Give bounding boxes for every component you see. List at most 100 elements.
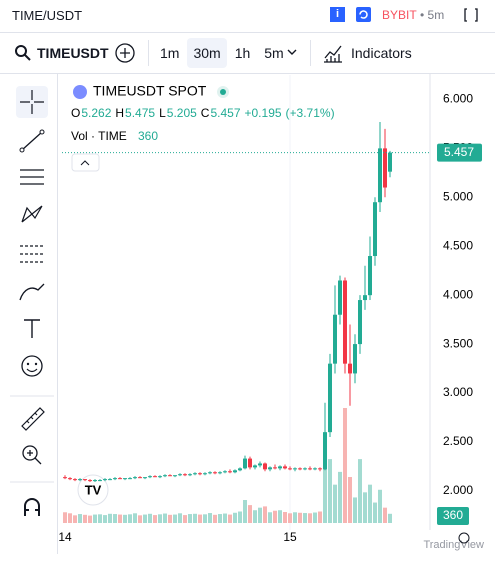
legend-key: C — [201, 106, 210, 120]
volume-bar — [133, 513, 137, 523]
candle-body — [138, 477, 142, 479]
candle-body — [253, 465, 257, 468]
volume-bar — [353, 497, 357, 523]
candle-body — [363, 295, 367, 301]
tv-logo-text: TV — [85, 482, 102, 497]
candle-body — [238, 468, 242, 471]
volume-bar — [113, 514, 117, 523]
tv-logo: TV — [77, 474, 109, 506]
candle-body — [158, 476, 162, 478]
volume-bar — [348, 477, 352, 523]
interval-button[interactable]: 5m — [264, 45, 284, 61]
y-tick-label: 4.000 — [443, 287, 473, 301]
candle-body — [383, 148, 387, 188]
interval-button[interactable]: 1h — [234, 45, 251, 61]
volume-bar — [218, 514, 222, 523]
indicators-icon[interactable] — [322, 42, 344, 64]
volume-bar — [168, 514, 172, 523]
symbol[interactable]: TIMEUSDT — [37, 45, 109, 61]
interval-button[interactable]: 30m — [187, 38, 227, 68]
candle-body — [193, 473, 197, 475]
volume-bar — [148, 513, 152, 523]
legend-key: H — [115, 106, 124, 120]
candle-body — [198, 473, 202, 475]
candle-body — [348, 363, 352, 374]
candle-body — [203, 473, 207, 475]
volume-bar — [278, 510, 282, 523]
watermark: TradingView — [423, 539, 484, 551]
candle-body — [128, 478, 132, 480]
volume-bar — [103, 515, 107, 523]
volume-bar — [223, 513, 227, 523]
candle-body — [248, 458, 252, 468]
volume-tag — [437, 507, 469, 525]
legend-value: 5.262 — [81, 106, 111, 120]
volume-bar — [358, 459, 362, 523]
interval-button[interactable]: 1m — [160, 45, 180, 61]
volume-bar — [68, 513, 72, 523]
fullscreen-icon[interactable] — [462, 6, 480, 24]
volume-bar — [128, 514, 132, 523]
candle-body — [108, 479, 112, 481]
candle-body — [173, 475, 177, 477]
collapse-button[interactable] — [71, 153, 100, 172]
volume-label: Vol · TIME — [71, 129, 127, 143]
candle-body — [228, 471, 232, 473]
candle-body — [153, 476, 157, 478]
legend-value: 5.475 — [125, 106, 155, 120]
candle-body — [328, 363, 332, 433]
candle-body — [303, 468, 307, 470]
candle-body — [98, 480, 102, 482]
candle-body — [278, 466, 282, 469]
volume-bar — [138, 515, 142, 523]
candle-body — [283, 466, 287, 469]
volume-tag-label: 360 — [443, 508, 463, 522]
volume-bar — [378, 489, 382, 523]
candle-body — [93, 480, 97, 482]
info-icon[interactable]: i — [330, 7, 345, 22]
compare-icon[interactable] — [114, 42, 136, 64]
candle-body — [213, 472, 217, 474]
legend-change-pct: (+3.71%) — [286, 106, 335, 120]
refresh-icon[interactable] — [356, 7, 371, 22]
candle-body — [148, 476, 152, 478]
legend-value: 5.205 — [167, 106, 197, 120]
candle-body — [73, 479, 77, 481]
volume-value: 360 — [138, 129, 158, 143]
candle-body — [103, 479, 107, 481]
search-icon[interactable] — [14, 44, 32, 62]
candle-body — [313, 468, 317, 470]
volume-bar — [318, 511, 322, 523]
symbol-icon — [73, 85, 87, 99]
candle-body — [308, 468, 312, 470]
volume-bar — [188, 514, 192, 523]
sep — [310, 40, 311, 66]
y-tick-label: 3.000 — [443, 385, 473, 399]
settings-icon[interactable] — [458, 532, 470, 544]
dropdown-icon[interactable] — [286, 46, 298, 58]
candle-body — [373, 202, 377, 257]
x-tick-label: 15 — [283, 530, 297, 544]
volume-bar — [173, 514, 177, 523]
candle-body — [123, 478, 127, 480]
volume-bar — [153, 515, 157, 523]
volume-bar — [253, 510, 257, 523]
candle-body — [78, 479, 82, 481]
candle-body — [218, 472, 222, 474]
volume-bar — [108, 513, 112, 523]
x-tick-label: 14 — [58, 530, 72, 544]
indicators[interactable]: Indicators — [351, 45, 412, 61]
volume-bar — [283, 512, 287, 523]
volume-bar — [178, 513, 182, 523]
candle-body — [178, 474, 182, 476]
volume-bar — [163, 513, 167, 523]
candle-body — [333, 314, 337, 364]
volume-bar — [273, 510, 277, 523]
y-tick-label: 4.500 — [443, 238, 473, 252]
volume-bar — [308, 513, 312, 523]
candle-body — [293, 468, 297, 470]
legend-value: 5.457 — [210, 106, 240, 120]
volume-bar — [313, 512, 317, 523]
candle-body — [188, 474, 192, 476]
